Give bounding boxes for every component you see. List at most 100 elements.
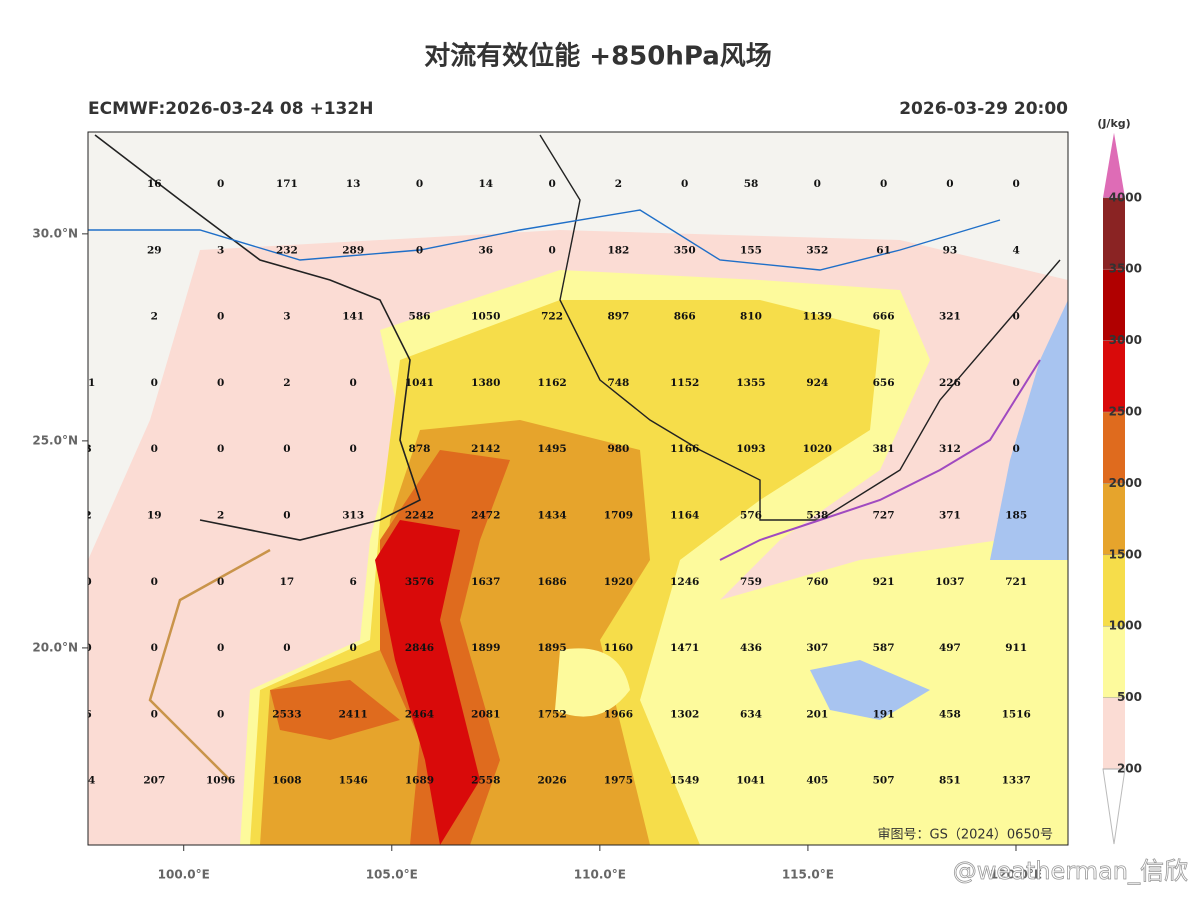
grid-value: 1302 xyxy=(670,708,699,720)
grid-value: 2533 xyxy=(272,708,301,720)
grid-value: 2 xyxy=(283,377,290,389)
grid-value: 666 xyxy=(873,311,895,323)
grid-value: 1895 xyxy=(537,642,566,654)
grid-value: 14 xyxy=(478,178,493,190)
grid-value: 0 xyxy=(217,576,224,588)
grid-value: 2 xyxy=(151,311,158,323)
grid-value: 507 xyxy=(873,775,895,787)
colorbar-label: 3000 xyxy=(1109,333,1142,347)
grid-value: 13 xyxy=(346,178,361,190)
grid-value: 58 xyxy=(744,178,759,190)
grid-value: 586 xyxy=(409,311,431,323)
grid-value: 0 xyxy=(283,443,290,455)
field-hainan-gap xyxy=(555,648,630,717)
grid-value: 36 xyxy=(478,244,493,256)
grid-value: 16 xyxy=(147,178,162,190)
country-border xyxy=(148,548,271,781)
grid-value: 2242 xyxy=(405,510,434,522)
grid-value: 2142 xyxy=(471,443,500,455)
grid-value: 587 xyxy=(873,642,895,654)
grid-value: 141 xyxy=(342,311,364,323)
x-tick-label: 105.0°E xyxy=(366,868,418,882)
grid-value: 2846 xyxy=(405,642,434,654)
grid-value: 634 xyxy=(740,708,762,720)
grid-value: 2 xyxy=(217,510,224,522)
grid-value: 866 xyxy=(674,311,696,323)
grid-value: 538 xyxy=(806,510,828,522)
grid-value: 921 xyxy=(873,576,895,588)
grid-value: 1920 xyxy=(604,576,633,588)
grid-value: 226 xyxy=(939,377,961,389)
grid-value: 878 xyxy=(409,443,431,455)
grid-value: 1434 xyxy=(537,510,566,522)
grid-value: 759 xyxy=(740,576,762,588)
grid-value: 1689 xyxy=(405,775,434,787)
grid-value: 2 xyxy=(615,178,622,190)
colorbar-band xyxy=(1103,554,1125,627)
colorbar-label: 2500 xyxy=(1109,405,1142,419)
grid-value: 1637 xyxy=(471,576,500,588)
grid-value: 321 xyxy=(939,311,961,323)
grid-value: 2081 xyxy=(471,708,500,720)
grid-value: 1495 xyxy=(537,443,566,455)
x-tick-label: 100.0°E xyxy=(158,868,210,882)
grid-value: 93 xyxy=(943,244,958,256)
grid-value: 3 xyxy=(84,443,91,455)
water-area xyxy=(810,660,930,720)
grid-value: 1899 xyxy=(471,642,500,654)
grid-value: 2 xyxy=(84,510,91,522)
grid-value: 171 xyxy=(276,178,298,190)
grid-value: 748 xyxy=(607,377,629,389)
grid-value: 4 xyxy=(1013,244,1020,256)
grid-value: 0 xyxy=(217,642,224,654)
x-tick-label: 115.0°E xyxy=(782,868,834,882)
x-tick-label: 110.0°E xyxy=(574,868,626,882)
grid-value: 21 xyxy=(81,377,96,389)
grid-value: 1471 xyxy=(670,642,699,654)
colorbar-band xyxy=(1103,626,1125,698)
grid-value: 0 xyxy=(350,443,357,455)
grid-value: 0 xyxy=(1013,443,1020,455)
grid-value: 0 xyxy=(217,178,224,190)
colorbar-label: 1500 xyxy=(1109,547,1142,561)
grid-value: 352 xyxy=(806,244,828,256)
grid-value: 0 xyxy=(548,244,555,256)
grid-value: 155 xyxy=(740,244,762,256)
grid-value: 1041 xyxy=(405,377,434,389)
colorbar-label: 1000 xyxy=(1109,619,1142,633)
grid-value: 1050 xyxy=(471,311,500,323)
colorbar-band xyxy=(1103,412,1125,484)
grid-value: 381 xyxy=(873,443,895,455)
colorbar-under xyxy=(1102,768,1126,845)
grid-value: 1246 xyxy=(670,576,699,588)
grid-value: 2558 xyxy=(471,775,500,787)
grid-value: 17 xyxy=(280,576,295,588)
grid-value: 29 xyxy=(147,244,162,256)
grid-value: 1686 xyxy=(537,576,566,588)
colorbar: (J/kg) 200 500 1000 1500 2000 2500 3000 3500 4000 xyxy=(1097,117,1142,845)
grid-value: 0 xyxy=(217,311,224,323)
grid-values: 16 0 171 13 0 14 0 2 0 58 0 0 0 029 3 232 289 0 36 0 182 350 1… xyxy=(81,178,1031,787)
grid-value: 232 xyxy=(276,244,298,256)
grid-value: 1020 xyxy=(803,443,832,455)
grid-value: 6 xyxy=(350,576,357,588)
colorbar-over xyxy=(1103,132,1125,198)
grid-value: 727 xyxy=(873,510,895,522)
grid-value: 1160 xyxy=(604,642,633,654)
grid-value: 1166 xyxy=(670,443,699,455)
grid-value: 911 xyxy=(1005,642,1027,654)
grid-value: 0 xyxy=(946,178,953,190)
x-tick-label: 120.0°E xyxy=(990,868,1042,882)
map-layer: 16 0 171 13 0 14 0 2 0 58 0 0 0 029 3 232 289 0 36 0 182 350 1… xyxy=(81,132,1068,845)
taiwan-strait xyxy=(990,300,1068,560)
grid-value: 191 xyxy=(873,708,895,720)
grid-value: 0 xyxy=(1013,377,1020,389)
grid-value: 1139 xyxy=(803,311,832,323)
grid-value: 760 xyxy=(806,576,828,588)
grid-value: 182 xyxy=(607,244,629,256)
grid-value: 61 xyxy=(876,244,891,256)
grid-value: 0 xyxy=(84,642,91,654)
grid-value: 1608 xyxy=(272,775,301,787)
grid-value: 576 xyxy=(740,510,762,522)
